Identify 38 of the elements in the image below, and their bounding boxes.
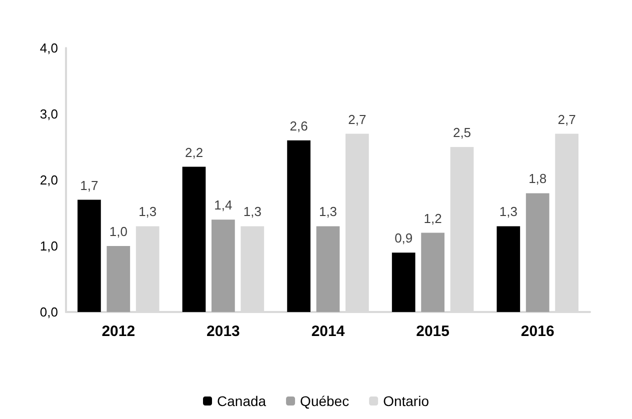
bar xyxy=(526,193,550,312)
data-label: 1,7 xyxy=(80,178,98,193)
legend-label: Canada xyxy=(217,393,266,409)
legend-label: Québec xyxy=(300,393,350,409)
x-tick-label: 2012 xyxy=(102,323,136,340)
x-tick-label: 2016 xyxy=(520,323,554,340)
data-label: 2,7 xyxy=(558,112,576,127)
legend-label: Ontario xyxy=(383,393,430,409)
data-label: 2,7 xyxy=(348,112,366,127)
bar xyxy=(392,252,416,312)
bar xyxy=(78,200,101,312)
data-label: 1,3 xyxy=(499,204,518,220)
x-tick-label: 2014 xyxy=(311,323,346,340)
x-tick-label: 2015 xyxy=(416,323,450,340)
bar xyxy=(316,226,340,312)
data-label: 1,3 xyxy=(138,204,157,220)
bar xyxy=(182,166,206,312)
data-label: 1,4 xyxy=(214,198,232,213)
y-tick-label: 1,0 xyxy=(40,238,58,254)
y-tick-label: 2,0 xyxy=(40,172,58,188)
bar xyxy=(421,232,444,312)
bar xyxy=(496,226,520,312)
y-tick-label: 4,0 xyxy=(40,40,58,56)
bar xyxy=(106,246,130,312)
data-label: 2,6 xyxy=(290,118,308,134)
y-tick-label: 3,0 xyxy=(40,106,58,122)
bar xyxy=(212,220,235,312)
data-label: 1,3 xyxy=(318,204,338,220)
data-label: 1,8 xyxy=(528,171,547,186)
x-tick-label: 2013 xyxy=(206,323,240,340)
data-label: 1,3 xyxy=(243,204,262,220)
y-tick-label: 0,0 xyxy=(40,304,58,320)
data-label: 0,9 xyxy=(394,230,413,246)
data-label: 2,2 xyxy=(184,144,204,160)
data-label: 2,5 xyxy=(452,125,472,140)
bar xyxy=(287,140,310,312)
data-label: 1,2 xyxy=(424,210,442,226)
data-label: 1,0 xyxy=(109,224,128,239)
